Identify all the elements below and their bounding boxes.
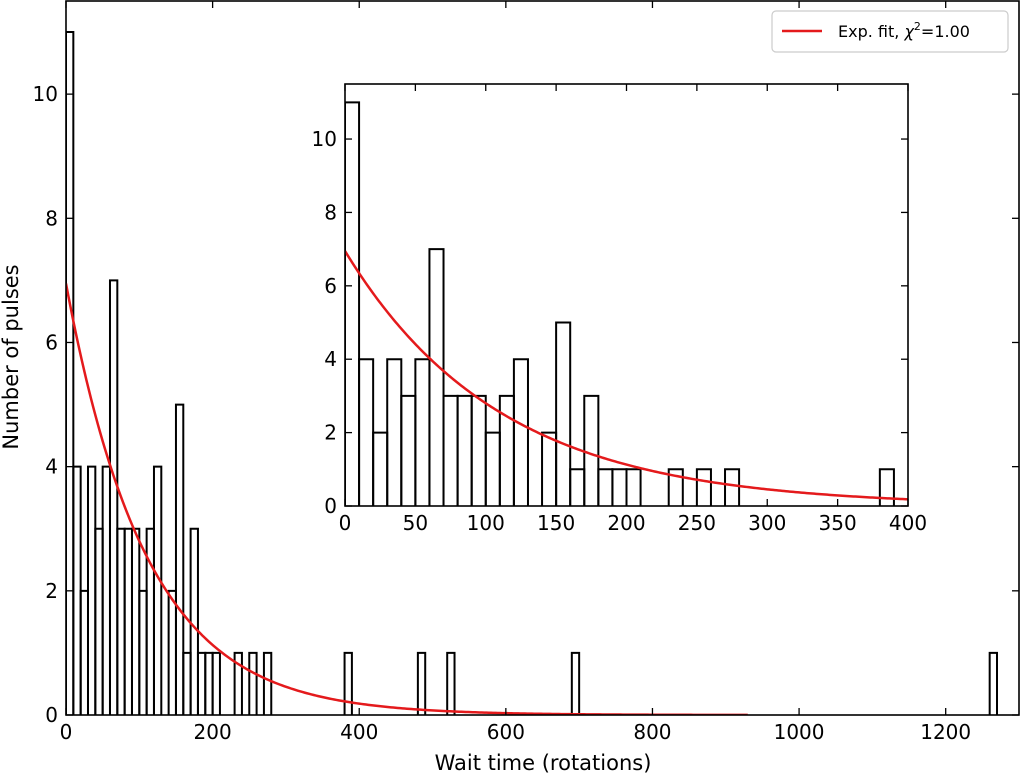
- main-bin: [204, 651, 214, 715]
- main-y-tick-label: 6: [45, 330, 58, 354]
- main-bin: [182, 651, 192, 715]
- main-bin: [416, 651, 427, 715]
- main-y-tick-label: 10: [33, 82, 58, 106]
- x-axis-label: Wait time (rotations): [435, 751, 652, 774]
- main-y-tick-label: 4: [45, 455, 58, 479]
- inset-x-tick-label: 100: [467, 511, 505, 535]
- main-bin: [446, 651, 456, 715]
- main-bin: [174, 403, 185, 715]
- inset-data: [345, 101, 908, 506]
- main-x-tick-label: 1200: [920, 720, 971, 744]
- main-x-tick-label: 600: [487, 720, 525, 744]
- legend-box: [771, 10, 1009, 53]
- main-bin: [211, 651, 221, 715]
- main-bin: [167, 589, 177, 715]
- main-bin: [79, 589, 89, 715]
- inset-x-tick-label: 350: [819, 511, 857, 535]
- main-bin: [988, 651, 999, 715]
- inset-bin: [428, 248, 445, 506]
- main-bin: [123, 527, 133, 715]
- main-bin: [189, 527, 199, 715]
- main-bin: [196, 651, 207, 715]
- inset-y-tick-label: 6: [324, 274, 337, 298]
- main-bin: [116, 527, 126, 715]
- inset-y-tick-label: 2: [324, 421, 337, 445]
- main-x-tick-label: 0: [60, 720, 73, 744]
- inset-bin: [555, 321, 572, 506]
- inset-bin: [625, 468, 642, 506]
- inset-x-tick-label: 250: [678, 511, 716, 535]
- main-y-tick-label: 0: [45, 703, 58, 727]
- main-bin: [233, 651, 243, 715]
- inset-bin: [512, 358, 529, 506]
- main-bin: [248, 651, 258, 715]
- inset-x-tick-label: 400: [889, 511, 927, 535]
- legend-superscript: 2: [914, 20, 921, 33]
- main-x-tick-label: 1000: [774, 720, 825, 744]
- main-bin: [72, 465, 82, 715]
- main-x-tick-label: 800: [633, 720, 671, 744]
- main-x-tick-label: 400: [340, 720, 378, 744]
- main-bin: [262, 651, 273, 715]
- main-y-tick-label: 8: [45, 206, 58, 230]
- inset-bin: [724, 468, 741, 506]
- inset-bin: [695, 468, 712, 506]
- inset-y-tick-label: 8: [324, 200, 337, 224]
- main-bin: [570, 651, 581, 715]
- inset-bin: [667, 468, 684, 506]
- inset-x-tick-label: 150: [537, 511, 575, 535]
- inset-x-tick-label: 300: [748, 511, 786, 535]
- main-bin: [108, 279, 119, 715]
- main-bin: [101, 465, 111, 715]
- main-bin: [86, 465, 97, 715]
- main-y-tick-label: 2: [45, 579, 58, 603]
- legend-fit-label: Exp. fit, χ2=1.00: [838, 20, 970, 41]
- inset-x-tick-label: 50: [403, 511, 428, 535]
- inset-bin: [878, 468, 895, 506]
- main-frame: [65, 0, 1020, 716]
- legend-label-suffix: =1.00: [921, 22, 970, 41]
- main-bin: [138, 589, 148, 715]
- inset-x-tick-label: 200: [607, 511, 645, 535]
- inset-y-tick-label: 0: [324, 494, 337, 518]
- y-axis-label: Number of pulses: [0, 264, 23, 449]
- legend-label-prefix: Exp. fit,: [838, 22, 904, 41]
- inset-background: [345, 84, 908, 506]
- inset-y-tick-label: 10: [312, 127, 337, 151]
- inset-y-tick-label: 4: [324, 347, 337, 371]
- inset-x-tick-label: 0: [339, 511, 352, 535]
- inset-frame: [344, 83, 909, 507]
- main-bin: [66, 31, 75, 715]
- legend: Exp. fit, χ2=1.00: [771, 10, 1009, 53]
- main-bin: [130, 527, 141, 715]
- main-bin: [343, 651, 353, 715]
- legend-chi-symbol: χ: [903, 22, 914, 41]
- main-bin: [152, 465, 163, 715]
- main-x-tick-label: 200: [194, 720, 232, 744]
- main-bin: [94, 527, 104, 715]
- inset-fit-line: [345, 250, 908, 501]
- inset-bin: [345, 101, 361, 506]
- inset-plot: 0 50 100 150 200 250 300 350 400 0 2 4 6 8 10: [312, 83, 927, 535]
